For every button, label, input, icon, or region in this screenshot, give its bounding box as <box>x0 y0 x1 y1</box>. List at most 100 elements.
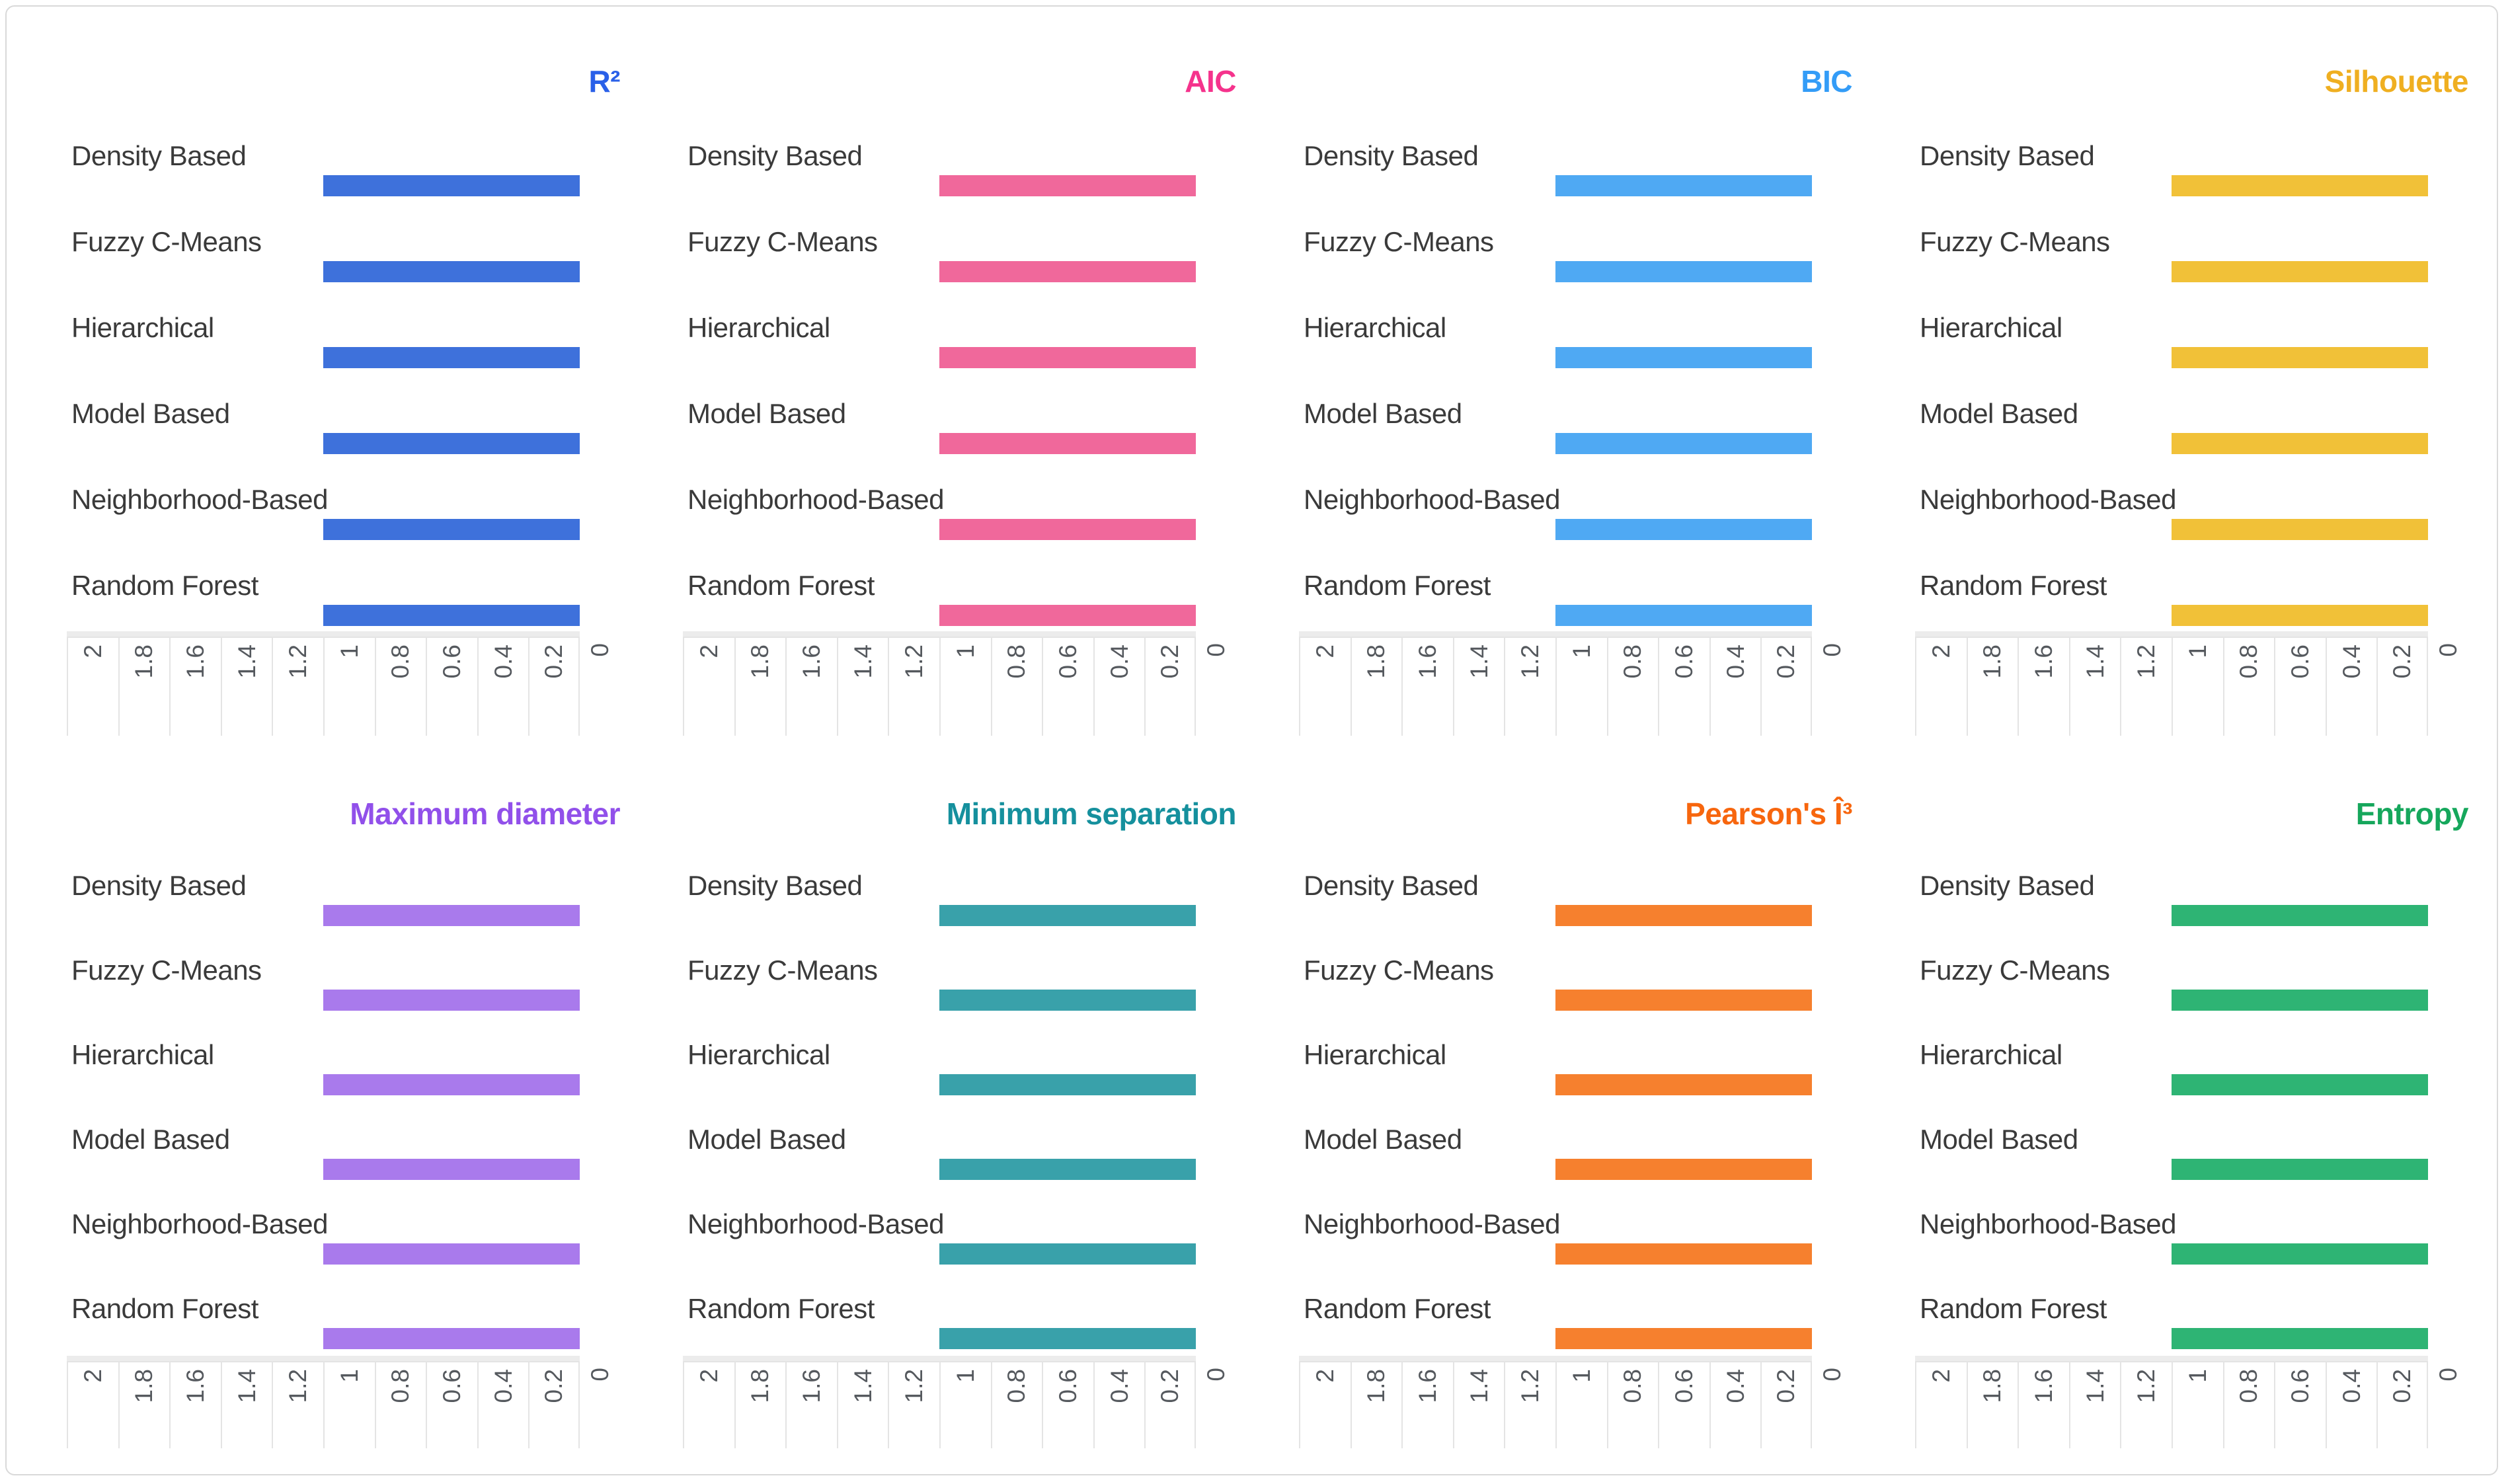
bar-entropy-density-based[interactable] <box>2172 905 2428 926</box>
axis-tick-cell: 0.2 <box>528 637 580 736</box>
chart-title-maximum-diameter: Maximum diameter <box>350 797 620 831</box>
bar-minimum-separation-fuzzy-c-means[interactable] <box>939 990 1196 1011</box>
axis-tick-cell: 1.4 <box>2068 1361 2121 1448</box>
bar-entropy-fuzzy-c-means[interactable] <box>2172 990 2428 1011</box>
axis-tick-cell: 1.4 <box>1452 637 1505 736</box>
bar-silhouette-fuzzy-c-means[interactable] <box>2172 261 2428 282</box>
bar-bic-random-forest[interactable] <box>1555 605 1812 626</box>
bar-aic-fuzzy-c-means[interactable] <box>939 261 1196 282</box>
axis-tick-cell: 1 <box>323 637 375 736</box>
bar-r2-neighborhood-based[interactable] <box>323 519 580 540</box>
axis-tick-label: 1.2 <box>900 644 928 679</box>
bar-bic-hierarchical[interactable] <box>1555 347 1812 368</box>
axis-tick-cell: 1.4 <box>1452 1361 1505 1448</box>
bar-minimum-separation-neighborhood-based[interactable] <box>939 1243 1196 1265</box>
axis-tick-label: 1.2 <box>1516 644 1544 679</box>
bar-pearsons-gamma-density-based[interactable] <box>1555 905 1812 926</box>
bar-bic-density-based[interactable] <box>1555 175 1812 196</box>
bar-bic-fuzzy-c-means[interactable] <box>1555 261 1812 282</box>
axis-tick-label: 0.8 <box>1003 1369 1031 1403</box>
bar-r2-model-based[interactable] <box>323 433 580 454</box>
bar-maximum-diameter-fuzzy-c-means[interactable] <box>323 990 580 1011</box>
axis-tick-cell: 0.6 <box>2274 637 2326 736</box>
bar-bic-neighborhood-based[interactable] <box>1555 519 1812 540</box>
axis-tick-label: 0.2 <box>1772 644 1800 679</box>
bar-maximum-diameter-model-based[interactable] <box>323 1159 580 1180</box>
bar-aic-neighborhood-based[interactable] <box>939 519 1196 540</box>
bar-entropy-random-forest[interactable] <box>2172 1328 2428 1349</box>
axis-tick-cell: 2 <box>67 637 118 736</box>
charts-card: R² Density Based Fuzzy C-Means Hierarchical… <box>5 5 2498 1475</box>
bar-maximum-diameter-random-forest[interactable] <box>323 1328 580 1349</box>
axis-tick-label: 1.2 <box>284 1369 312 1403</box>
bar-pearsons-gamma-neighborhood-based[interactable] <box>1555 1243 1812 1265</box>
x-axis: 2 1.8 1.6 1.4 1.2 1 0.8 0.6 0.4 0.2 0 <box>683 637 1243 736</box>
axis-tick-label: 0.6 <box>2286 1369 2314 1403</box>
axis-tick-cell: 0.6 <box>1042 1361 1093 1448</box>
bar-entropy-neighborhood-based[interactable] <box>2172 1243 2428 1265</box>
axis-tick-cell: 0.4 <box>477 637 529 736</box>
chart-title-r2: R² <box>588 64 620 98</box>
axis-tick-label: 0.2 <box>1772 1369 1800 1403</box>
axis-tick-label: 0 <box>2434 1368 2462 1382</box>
axis-tick-label: 0 <box>1818 643 1846 657</box>
axis-tick-cell: 0.2 <box>528 1361 580 1448</box>
bar-maximum-diameter-hierarchical[interactable] <box>323 1074 580 1095</box>
bar-aic-density-based[interactable] <box>939 175 1196 196</box>
bar-pearsons-gamma-model-based[interactable] <box>1555 1159 1812 1180</box>
bar-aic-model-based[interactable] <box>939 433 1196 454</box>
category-label-random-forest: Random Forest <box>1920 570 2107 601</box>
bar-r2-random-forest[interactable] <box>323 605 580 626</box>
bar-bic-model-based[interactable] <box>1555 433 1812 454</box>
axis-baseline-band <box>67 631 580 637</box>
bar-r2-hierarchical[interactable] <box>323 347 580 368</box>
bar-minimum-separation-model-based[interactable] <box>939 1159 1196 1180</box>
axis-tick-label: 2 <box>1311 644 1339 658</box>
category-label-model-based: Model Based <box>1920 1124 2078 1155</box>
bar-minimum-separation-hierarchical[interactable] <box>939 1074 1196 1095</box>
axis-tick-cell: 1.8 <box>1966 637 2018 736</box>
axis-tick-label: 1.2 <box>2133 644 2160 679</box>
chart-panel-aic: AIC Density Based Fuzzy C-Means Hierarchica… <box>649 43 1244 737</box>
bar-aic-hierarchical[interactable] <box>939 347 1196 368</box>
chart-panel-entropy: Entropy Density Based Fuzzy C-Means Hierarc… <box>1881 775 2476 1476</box>
category-label-hierarchical: Hierarchical <box>1920 312 2062 343</box>
bar-minimum-separation-random-forest[interactable] <box>939 1328 1196 1349</box>
bar-maximum-diameter-density-based[interactable] <box>323 905 580 926</box>
axis-tick-cell: 1.2 <box>272 1361 323 1448</box>
bar-silhouette-hierarchical[interactable] <box>2172 347 2428 368</box>
axis-tick-label: 1.4 <box>233 1369 260 1403</box>
axis-tick-label: 0.4 <box>489 644 517 679</box>
axis-tick-cell: 1.2 <box>2120 637 2172 736</box>
category-label-hierarchical: Hierarchical <box>687 312 830 343</box>
bar-minimum-separation-density-based[interactable] <box>939 905 1196 926</box>
chart-panel-maximum-diameter: Maximum diameter Density Based Fuzzy C-Mea… <box>33 775 628 1476</box>
axis-tick-cell: 0.4 <box>2325 637 2377 736</box>
axis-tick-label: 2 <box>1927 644 1955 658</box>
bar-r2-density-based[interactable] <box>323 175 580 196</box>
bar-pearsons-gamma-fuzzy-c-means[interactable] <box>1555 990 1812 1011</box>
bar-aic-random-forest[interactable] <box>939 605 1196 626</box>
category-label-hierarchical: Hierarchical <box>687 1039 830 1070</box>
bar-silhouette-density-based[interactable] <box>2172 175 2428 196</box>
x-axis: 2 1.8 1.6 1.4 1.2 1 0.8 0.6 0.4 0.2 0 <box>1299 637 1860 736</box>
bar-r2-fuzzy-c-means[interactable] <box>323 261 580 282</box>
axis-tick-label: 0 <box>1818 1368 1846 1382</box>
bar-entropy-model-based[interactable] <box>2172 1159 2428 1180</box>
category-label-model-based: Model Based <box>1304 398 1462 429</box>
axis-tick-cell: 1.8 <box>118 1361 170 1448</box>
axis-tick-label: 1.6 <box>1413 1369 1441 1403</box>
category-label-fuzzy-c-means: Fuzzy C-Means <box>71 226 262 257</box>
axis-tick-label: 0.4 <box>1105 644 1133 679</box>
axis-tick-label: 1.8 <box>1979 1369 2006 1403</box>
axis-tick-cell: 0.2 <box>1760 637 1812 736</box>
bar-pearsons-gamma-hierarchical[interactable] <box>1555 1074 1812 1095</box>
bar-entropy-hierarchical[interactable] <box>2172 1074 2428 1095</box>
bar-silhouette-model-based[interactable] <box>2172 433 2428 454</box>
axis-tick-cell: 1.4 <box>2068 637 2121 736</box>
bar-maximum-diameter-neighborhood-based[interactable] <box>323 1243 580 1265</box>
bar-silhouette-random-forest[interactable] <box>2172 605 2428 626</box>
bar-pearsons-gamma-random-forest[interactable] <box>1555 1328 1812 1349</box>
axis-tick-label: 2 <box>695 1369 723 1383</box>
bar-silhouette-neighborhood-based[interactable] <box>2172 519 2428 540</box>
